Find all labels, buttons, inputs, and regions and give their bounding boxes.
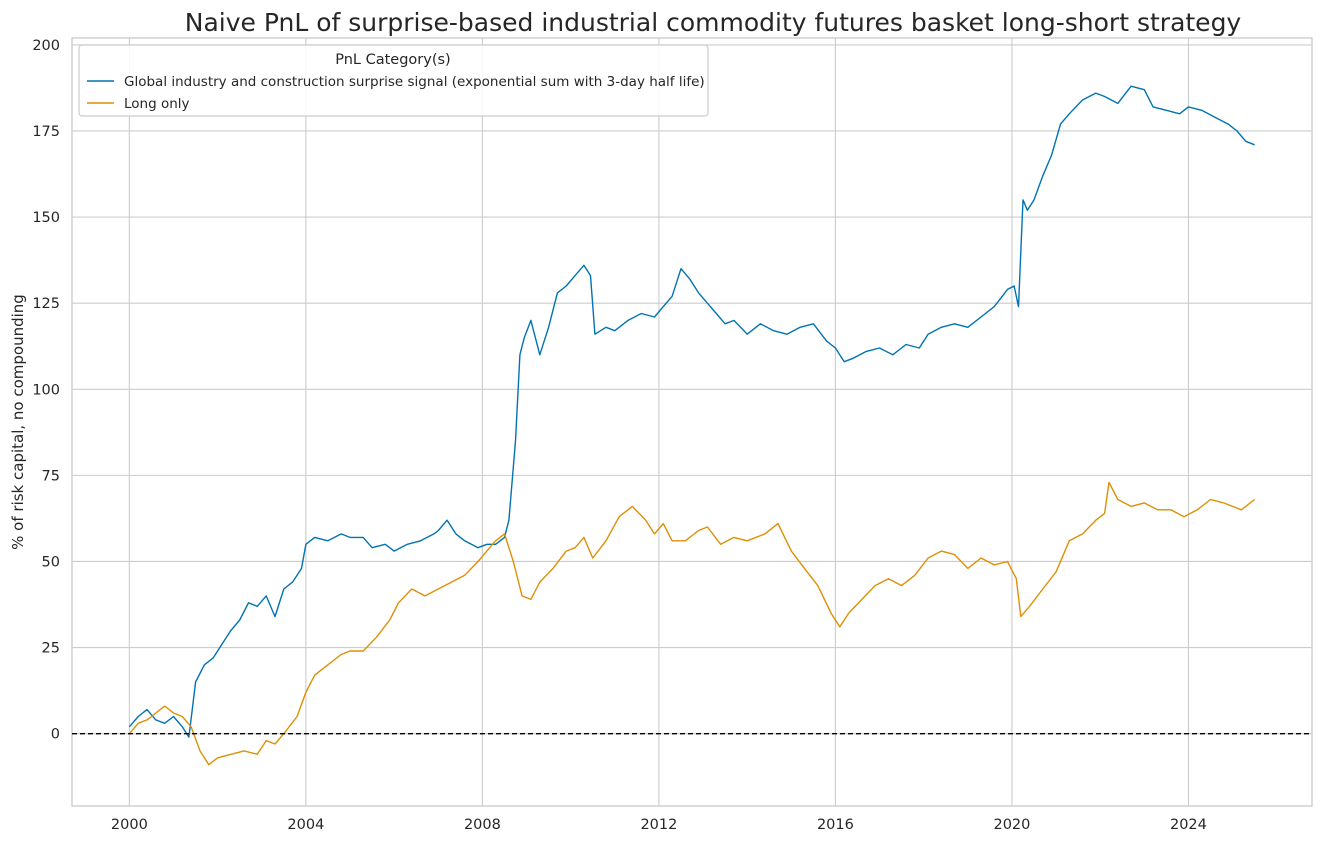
- y-tick-label: 50: [42, 554, 60, 570]
- x-tick-label: 2008: [464, 817, 501, 833]
- series-line-long-only: [128, 481, 1256, 766]
- series-line-signal: [128, 85, 1255, 738]
- x-tick-label: 2000: [111, 817, 148, 833]
- y-tick-label: 0: [51, 727, 60, 743]
- chart-title: Naive PnL of surprise-based industrial c…: [185, 8, 1242, 37]
- x-tick-label: 2016: [817, 817, 854, 833]
- legend: PnL Category(s) Global industry and cons…: [78, 44, 709, 117]
- y-axis-label: % of risk capital, no compounding: [9, 294, 27, 550]
- x-tick-label: 2004: [287, 817, 324, 833]
- grid: [71, 37, 1313, 807]
- y-tick-label: 150: [32, 210, 60, 226]
- legend-label-signal: Global industry and construction surpris…: [124, 74, 705, 90]
- legend-box: [78, 44, 709, 117]
- y-tick-label: 100: [32, 382, 60, 398]
- plot-area: [72, 85, 1312, 766]
- y-tick-label: 25: [42, 641, 60, 657]
- x-tick-label: 2012: [640, 817, 677, 833]
- plot-frame: [71, 37, 1313, 807]
- y-tick-label: 125: [32, 296, 60, 312]
- x-tick-label: 2024: [1170, 817, 1207, 833]
- x-tick-label: 2020: [993, 817, 1030, 833]
- y-tick-label: 75: [42, 468, 60, 484]
- y-tick-label: 200: [32, 38, 60, 54]
- legend-title: PnL Category(s): [335, 52, 450, 68]
- legend-label-long-only: Long only: [124, 96, 190, 112]
- y-tick-label: 175: [32, 124, 60, 140]
- axes: 2000 2004 2008 2012 2016 2020 2024 0 25 50 75 100 12…: [32, 38, 1207, 833]
